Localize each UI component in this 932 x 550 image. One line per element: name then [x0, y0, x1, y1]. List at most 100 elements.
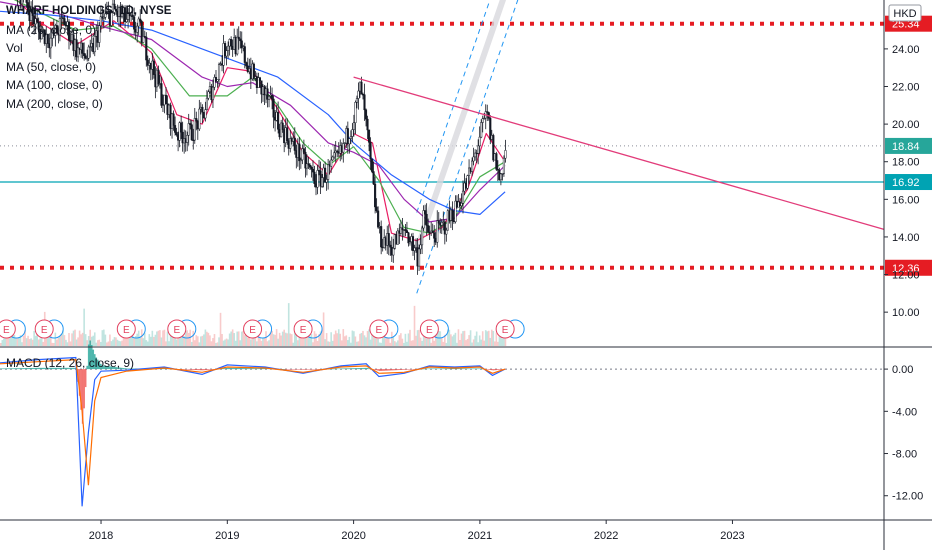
macd-histogram-bar	[468, 368, 470, 370]
macd-histogram-bar	[104, 365, 107, 370]
macd-histogram-bar	[253, 368, 255, 370]
volume-bar	[77, 337, 79, 346]
candle-body	[404, 229, 407, 231]
ma-line	[13, 0, 506, 234]
volume-bar	[190, 341, 193, 346]
volume-bar	[460, 333, 463, 346]
volume-bar	[453, 334, 455, 346]
macd-histogram-bar	[315, 369, 317, 370]
volume-bar	[128, 330, 131, 346]
candle-body	[236, 36, 239, 55]
macd-histogram-bar	[451, 368, 454, 370]
price-candles	[17, 0, 507, 275]
volume-bar	[474, 335, 476, 346]
macd-histogram-bar	[298, 369, 301, 370]
macd-histogram-bar	[192, 369, 195, 370]
volume-bar	[48, 330, 51, 346]
macd-histogram-bar	[475, 368, 478, 370]
price-tick-label: 10.00	[892, 307, 920, 319]
macd-histogram-bar	[377, 369, 379, 371]
volume-bar	[427, 332, 429, 346]
volume-bar	[419, 337, 422, 346]
macd-histogram-bar	[254, 368, 257, 370]
volume-bar	[377, 338, 379, 346]
macd-histogram-bar	[259, 368, 261, 370]
macd-histogram-bar	[63, 367, 66, 370]
macd-histogram-bar	[59, 367, 61, 370]
volume-bar	[378, 342, 381, 346]
candle-body	[321, 177, 324, 187]
candle-body	[367, 129, 371, 143]
legend-item-ma200[interactable]: MA (200, close, 0)	[6, 96, 103, 111]
macd-histogram-bar	[454, 368, 457, 370]
earnings-label: E	[300, 325, 307, 336]
macd-histogram-bar	[486, 369, 489, 370]
candle-body	[58, 18, 61, 36]
volume-bar	[465, 340, 467, 346]
macd-histogram-bar	[495, 369, 498, 371]
candle-body	[307, 163, 310, 166]
macd-histogram-bar	[231, 367, 234, 370]
volume-bar	[490, 329, 493, 346]
legend-item-ma20[interactable]: MA (20, close, 0)	[6, 22, 97, 37]
macd-histogram-bar	[62, 367, 64, 370]
volume-bar	[127, 337, 129, 346]
macd-histogram-bar	[397, 369, 399, 371]
volume-bar	[10, 331, 13, 346]
macd-histogram-bar	[283, 369, 285, 370]
macd-histogram-bar	[9, 368, 11, 370]
macd-histogram-bar	[404, 369, 407, 370]
candle-body	[89, 46, 92, 48]
volume-bar	[371, 333, 373, 346]
candle-body	[189, 123, 192, 125]
candle-body	[280, 122, 283, 138]
trend-channel[interactable]	[413, 0, 619, 294]
macd-histogram-bar	[1, 368, 4, 370]
volume-bar	[166, 331, 169, 346]
macd-histogram-bar	[463, 368, 466, 370]
macd-histogram-bar	[444, 368, 446, 370]
legend-item-ma50[interactable]: MA (50, close, 0)	[6, 59, 97, 74]
macd-histogram-bar	[312, 369, 314, 370]
legend-title[interactable]: WHARF HOLDINGS, 1D, NYSE	[6, 5, 172, 17]
volume-bar	[68, 333, 70, 346]
macd-histogram-bar	[297, 369, 299, 370]
macd-legend[interactable]: MACD (12, 26, close, 9)	[6, 356, 135, 370]
volume-bar	[471, 342, 473, 346]
candle-body	[139, 18, 142, 22]
volume-bar	[125, 338, 128, 346]
macd-histogram-bar	[348, 368, 351, 370]
macd-histogram-bar	[262, 368, 264, 370]
macd-histogram-bar	[431, 368, 434, 370]
macd-histogram-bar	[184, 369, 187, 370]
macd-histogram-bar	[248, 368, 251, 370]
volume-bar	[398, 335, 401, 346]
macd-histogram-bar	[162, 368, 164, 370]
volume-bar	[154, 334, 157, 346]
resistance-trendline[interactable]	[353, 76, 885, 231]
legend-item-ma100[interactable]: MA (100, close, 0)	[6, 78, 103, 92]
volume-bar	[283, 329, 285, 346]
macd-histogram-bar	[313, 369, 316, 370]
volume-bar	[96, 340, 99, 346]
candle-body	[304, 151, 307, 169]
legend-item-vol[interactable]: Vol	[6, 41, 23, 55]
macd-histogram-bar	[48, 367, 51, 370]
volume-bar	[359, 333, 361, 346]
volume-bar	[298, 336, 301, 346]
volume-bar	[93, 332, 96, 346]
volume-bar	[40, 330, 43, 346]
volume-bar	[297, 340, 299, 346]
volume-bar	[374, 336, 376, 346]
macd-histogram-bar	[368, 368, 370, 370]
volume-bar	[18, 337, 20, 346]
volume-bar	[492, 330, 495, 346]
candle-body	[311, 168, 315, 173]
macd-histogram-bar	[442, 368, 445, 370]
macd-histogram-bar	[134, 368, 137, 370]
macd-tick-label: -12.00	[892, 491, 923, 503]
macd-histogram-bar	[84, 369, 87, 388]
volume-bar	[266, 341, 269, 346]
